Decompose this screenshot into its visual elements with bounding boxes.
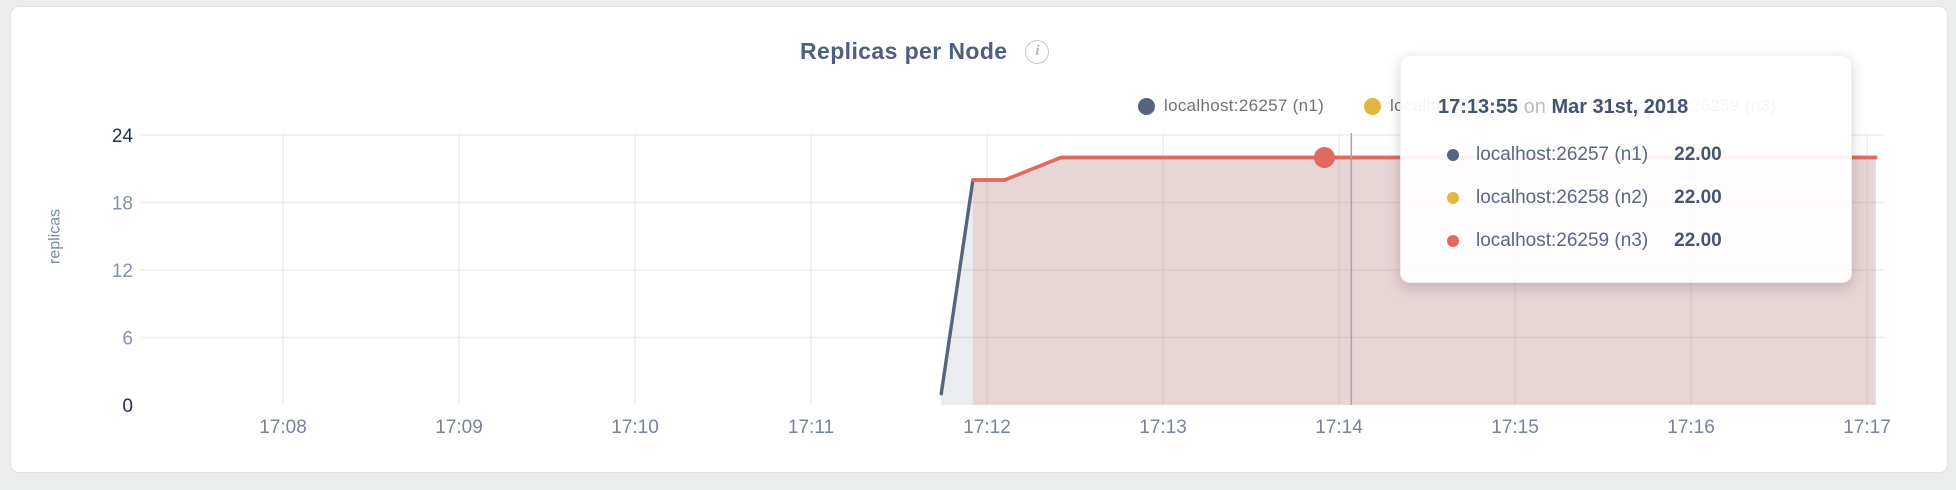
chart-title: Replicas per Node bbox=[800, 38, 1008, 64]
tooltip-series-name: localhost:26259 (n3) bbox=[1476, 229, 1649, 251]
x-tick-label: 17:17 bbox=[1843, 417, 1891, 438]
legend-item-n1[interactable]: localhost:26257 (n1) bbox=[1138, 96, 1324, 116]
tooltip-connector: on bbox=[1523, 96, 1546, 118]
legend-dot-n2-icon bbox=[1364, 97, 1382, 115]
y-tick-label: 18 bbox=[112, 194, 133, 215]
tooltip-series-value: 22.00 bbox=[1674, 186, 1722, 208]
y-tick-label: 6 bbox=[122, 329, 133, 350]
legend-label-n1: localhost:26257 (n1) bbox=[1164, 96, 1325, 115]
tooltip-dot-n2-icon bbox=[1447, 191, 1459, 204]
x-tick-label: 17:13 bbox=[1139, 417, 1187, 438]
x-tick-label: 17:09 bbox=[435, 417, 483, 438]
highlighted-point bbox=[1313, 147, 1335, 168]
tooltip-series-value: 22.00 bbox=[1674, 229, 1722, 251]
x-tick-label: 17:10 bbox=[611, 417, 659, 438]
chart-header: Replicas per Node i bbox=[800, 38, 1050, 65]
x-tick-label: 17:16 bbox=[1667, 417, 1715, 438]
tooltip-row: localhost:26257 (n1) 22.00 bbox=[1438, 133, 1823, 176]
hover-tooltip: 17:13:55 on Mar 31st, 2018 localhost:262… bbox=[1400, 55, 1852, 283]
y-tick-label: 0 bbox=[122, 396, 133, 417]
info-icon[interactable]: i bbox=[1025, 39, 1050, 64]
tooltip-series-value: 22.00 bbox=[1674, 143, 1722, 165]
tooltip-row: localhost:26258 (n2) 22.00 bbox=[1438, 176, 1823, 219]
tooltip-row: localhost:26259 (n3) 22.00 bbox=[1438, 219, 1823, 262]
x-tick-label: 17:15 bbox=[1491, 417, 1539, 438]
y-tick-label: 12 bbox=[112, 261, 133, 282]
x-tick-label: 17:14 bbox=[1315, 417, 1363, 438]
y-axis-title: replicas bbox=[46, 208, 64, 264]
tooltip-header: 17:13:55 on Mar 31st, 2018 bbox=[1438, 96, 1823, 119]
tooltip-time: 17:13:55 bbox=[1438, 96, 1519, 118]
tooltip-series-name: localhost:26257 (n1) bbox=[1476, 143, 1649, 165]
tooltip-dot-n1-icon bbox=[1447, 148, 1459, 161]
legend-dot-n1-icon bbox=[1138, 97, 1155, 115]
x-tick-label: 17:08 bbox=[259, 417, 307, 438]
y-tick-label: 24 bbox=[112, 126, 134, 147]
x-tick-label: 17:11 bbox=[788, 417, 834, 438]
tooltip-dot-n3-icon bbox=[1447, 234, 1459, 247]
tooltip-series-name: localhost:26258 (n2) bbox=[1476, 186, 1649, 208]
tooltip-date: Mar 31st, 2018 bbox=[1551, 96, 1689, 118]
x-tick-label: 17:12 bbox=[963, 417, 1011, 438]
